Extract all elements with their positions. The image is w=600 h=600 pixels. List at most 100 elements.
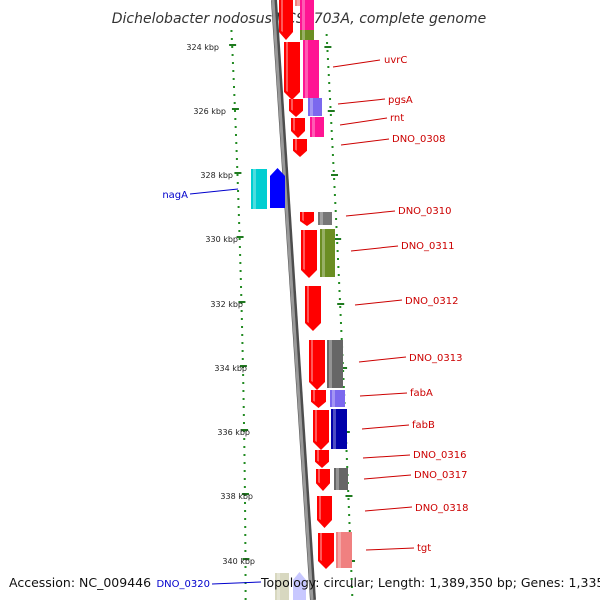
ruler-dot bbox=[239, 278, 242, 280]
gene-arrow-DNO_0310[interactable] bbox=[300, 212, 314, 226]
gene-box-fabB[interactable] bbox=[331, 409, 347, 449]
ruler-dot bbox=[240, 310, 243, 312]
gene-label-pgsA[interactable]: pgsA bbox=[388, 95, 413, 106]
gene-box[interactable] bbox=[300, 30, 314, 40]
gene-arrow-DNO_0320[interactable] bbox=[293, 572, 306, 600]
ruler-dot bbox=[337, 266, 340, 268]
gene-arrow-DNO_0316[interactable] bbox=[315, 450, 329, 468]
ruler-major-tick bbox=[229, 44, 237, 46]
ruler-major-tick bbox=[327, 110, 335, 112]
gene-arrow-DNO_0318[interactable] bbox=[317, 496, 332, 528]
gene-box-DNO_0310[interactable] bbox=[318, 212, 332, 225]
gene-box-DNO_0311[interactable] bbox=[320, 229, 335, 277]
ruler-dot bbox=[342, 386, 345, 388]
gene-label-nagA[interactable]: nagA bbox=[162, 190, 188, 201]
ruler-dot bbox=[241, 342, 244, 344]
ruler-dot bbox=[235, 150, 238, 152]
gene-box-pgsA[interactable] bbox=[308, 98, 322, 116]
gene-label-tgt[interactable]: tgt bbox=[417, 543, 431, 554]
ruler-dot bbox=[242, 406, 245, 408]
leader-line bbox=[358, 356, 407, 363]
ruler-dot bbox=[237, 214, 240, 216]
accession-text: Accession: NC_009446 bbox=[9, 575, 151, 590]
ruler-dot bbox=[235, 158, 238, 160]
ruler-dot bbox=[331, 138, 334, 140]
gene-label-DNO_0310[interactable]: DNO_0310 bbox=[398, 206, 452, 217]
ruler-major-tick bbox=[241, 429, 249, 431]
ruler-dot bbox=[345, 450, 348, 452]
ruler-dot bbox=[243, 462, 246, 464]
gene-label-DNO_0312[interactable]: DNO_0312 bbox=[405, 296, 459, 307]
gene-arrow[interactable] bbox=[279, 0, 293, 40]
gene-arrow-uvrC[interactable] bbox=[284, 42, 300, 100]
ruler-dot bbox=[240, 294, 243, 296]
gene-box-nagA[interactable] bbox=[251, 169, 267, 209]
ruler-dot bbox=[230, 30, 233, 32]
gene-label-DNO_0317[interactable]: DNO_0317 bbox=[414, 470, 468, 481]
label-leaders bbox=[189, 59, 415, 585]
ruler-dot bbox=[329, 114, 332, 116]
ruler-dot bbox=[243, 470, 246, 472]
ruler-dot bbox=[333, 178, 336, 180]
gene-label-DNO_0311[interactable]: DNO_0311 bbox=[401, 241, 455, 252]
gene-label-DNO_0316[interactable]: DNO_0316 bbox=[413, 450, 467, 461]
ruler-dot bbox=[238, 238, 241, 240]
gene-box-uvrC[interactable] bbox=[303, 40, 319, 98]
ruler-dot bbox=[333, 186, 336, 188]
ruler-dot bbox=[345, 458, 348, 460]
ruler-dot bbox=[326, 50, 329, 52]
gene-arrow-DNO_0311[interactable] bbox=[301, 230, 317, 278]
ruler-major-tick bbox=[331, 174, 339, 176]
gene-label-fabB[interactable]: fabB bbox=[412, 420, 435, 431]
gene-label-fabA[interactable]: fabA bbox=[410, 388, 433, 399]
gene-arrow-nagA[interactable] bbox=[270, 168, 285, 208]
ruler bbox=[229, 30, 356, 600]
gene-box-DNO_0313[interactable] bbox=[327, 340, 343, 388]
gene-box-DNO_0320[interactable] bbox=[275, 573, 289, 600]
ruler-dot bbox=[244, 542, 247, 544]
ruler-dot bbox=[234, 126, 237, 128]
gene-box-tgt[interactable] bbox=[336, 532, 352, 568]
ruler-dot bbox=[335, 218, 338, 220]
gene-arrow-DNO_0312[interactable] bbox=[305, 286, 321, 331]
gene-arrow-fabA[interactable] bbox=[311, 390, 326, 408]
gene-box-DNO_0317[interactable] bbox=[334, 468, 348, 490]
ruler-dot bbox=[242, 398, 245, 400]
ruler-dot bbox=[231, 54, 234, 56]
gene-box-fabA[interactable] bbox=[330, 390, 345, 407]
leader-line bbox=[337, 98, 386, 105]
gene-label-DNO_0318[interactable]: DNO_0318 bbox=[415, 503, 469, 514]
gene-arrow-fabB[interactable] bbox=[313, 410, 329, 450]
ruler-dot bbox=[234, 118, 237, 120]
gene-label-rnt[interactable]: rnt bbox=[390, 113, 404, 124]
ruler-dot bbox=[234, 134, 237, 136]
ruler-major-tick bbox=[239, 365, 247, 367]
gene-label-DNO_0320[interactable]: DNO_0320 bbox=[156, 579, 210, 590]
ruler-dot bbox=[232, 78, 235, 80]
leader-line bbox=[332, 59, 381, 68]
gene-label-DNO_0308[interactable]: DNO_0308 bbox=[392, 134, 446, 145]
ruler-dot bbox=[348, 530, 351, 532]
ruler-dot bbox=[242, 390, 245, 392]
gene-arrow-tgt[interactable] bbox=[318, 533, 334, 569]
ruler-dot bbox=[342, 370, 345, 372]
gene-label-DNO_0313[interactable]: DNO_0313 bbox=[409, 353, 463, 364]
gene-arrow-DNO_0308[interactable] bbox=[293, 139, 307, 157]
ruler-label-324: 324 kbp bbox=[186, 43, 219, 52]
ruler-dot bbox=[348, 522, 351, 524]
ruler-dot bbox=[238, 222, 241, 224]
ruler-dot bbox=[244, 534, 247, 536]
ruler-label-332: 332 kbp bbox=[210, 300, 243, 309]
gene-arrow-pgsA[interactable] bbox=[289, 99, 303, 117]
gene-label-uvrC[interactable]: uvrC bbox=[384, 55, 407, 66]
gene-arrow-rnt[interactable] bbox=[291, 118, 305, 138]
ruler-dot bbox=[237, 190, 240, 192]
gene-arrow-DNO_0313[interactable] bbox=[309, 340, 325, 390]
leader-line bbox=[189, 188, 239, 195]
gene-arrow-DNO_0317[interactable] bbox=[316, 469, 330, 491]
gene-box-rnt[interactable] bbox=[310, 117, 324, 137]
ruler-dot bbox=[329, 106, 332, 108]
ruler-dot bbox=[346, 466, 349, 468]
ruler-dot bbox=[336, 250, 339, 252]
ruler-dot bbox=[335, 226, 338, 228]
